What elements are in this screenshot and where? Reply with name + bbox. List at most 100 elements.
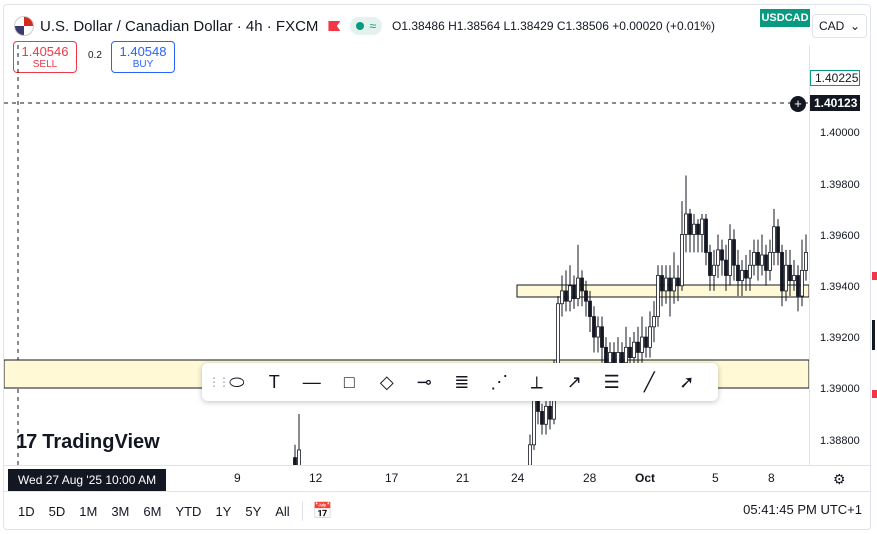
- add-plus-icon[interactable]: +: [790, 96, 806, 112]
- candle-body: [800, 269, 804, 297]
- sell-label: SELL: [32, 59, 58, 70]
- candle-body: [560, 290, 564, 305]
- crosshair-price-tag: 1.40123: [810, 95, 860, 111]
- market-status-pill[interactable]: ≈: [350, 17, 383, 35]
- candle-body: [772, 226, 776, 253]
- ellipse-icon[interactable]: ⬭: [229, 371, 245, 392]
- range-5d[interactable]: 5D: [48, 503, 66, 519]
- price-scale[interactable]: [809, 45, 870, 465]
- time-tick: 12: [309, 471, 323, 485]
- time-tick: 24: [511, 471, 525, 485]
- text-icon[interactable]: T: [268, 371, 280, 392]
- candle-body: [644, 336, 648, 348]
- candle-body: [736, 264, 740, 282]
- spread-value: 0.2: [88, 50, 102, 61]
- currency-value: CAD: [819, 19, 845, 33]
- candle-body: [780, 252, 784, 292]
- candle-body: [760, 254, 764, 266]
- time-tick: 8: [768, 471, 775, 485]
- price-tick: 1.39600: [820, 230, 860, 242]
- gann-fan-icon[interactable]: ☰: [603, 371, 620, 392]
- candle-body: [708, 252, 712, 276]
- candle-body: [720, 249, 724, 261]
- candle-body: [628, 346, 632, 358]
- buy-price: 1.40548: [119, 44, 167, 59]
- drawing-toolbar: ⋮⋮ ⬭ T — □ ◇ ⊸ ≣ ⋰ ⟂ ↗ ☰ ╱ ➚: [202, 363, 718, 401]
- candle-body: [540, 411, 544, 425]
- tradingview-mark-icon: 17: [16, 431, 37, 453]
- range-ytd[interactable]: YTD: [175, 503, 202, 519]
- trend-line-icon[interactable]: ╱: [643, 371, 655, 392]
- candle-body: [640, 336, 644, 353]
- range-5y[interactable]: 5Y: [245, 503, 262, 519]
- symbol-tag: USDCAD: [760, 9, 810, 27]
- buy-button[interactable]: 1.40548 BUY: [111, 41, 175, 73]
- horizontal-line-icon[interactable]: ⊸: [416, 371, 432, 392]
- market-open-dot-icon: [356, 22, 365, 30]
- logo-text: TradingView: [42, 431, 160, 453]
- range-6m[interactable]: 6M: [143, 503, 162, 519]
- market-flag-icon: [328, 21, 341, 31]
- range-3m[interactable]: 3M: [111, 503, 130, 519]
- time-tick: 5: [712, 471, 719, 485]
- range-1d[interactable]: 1D: [18, 503, 35, 519]
- candle-body: [732, 239, 736, 266]
- candle-body: [600, 326, 604, 348]
- candle-body: [768, 252, 772, 271]
- candle-body: [756, 252, 760, 266]
- time-tick: 28: [583, 471, 597, 485]
- price-range-icon[interactable]: ⟂: [530, 371, 543, 392]
- symbol-title[interactable]: U.S. Dollar / Canadian Dollar · 4h · FXC…: [40, 17, 319, 35]
- candles: [293, 175, 808, 465]
- chart-window: U.S. Dollar / Canadian Dollar · 4h · FXC…: [3, 4, 871, 530]
- candle-body: [564, 290, 568, 302]
- currency-flag-icon: [14, 16, 34, 36]
- parallel-channel-icon[interactable]: ⋰: [490, 371, 509, 392]
- ohlc-values: O1.38486 H1.38564 L1.38429 C1.38506 +0.0…: [392, 19, 715, 33]
- candle-body: [676, 277, 680, 287]
- candle-body: [792, 275, 796, 282]
- range-all[interactable]: All: [275, 503, 290, 519]
- candle-body: [556, 303, 560, 369]
- candle-body: [748, 264, 752, 279]
- time-tick: 17: [385, 471, 399, 485]
- currency-select[interactable]: CAD ⌄: [812, 14, 867, 38]
- range-1y[interactable]: 1Y: [215, 503, 232, 519]
- candle-body: [684, 213, 688, 235]
- sell-button[interactable]: 1.40546 SELL: [13, 41, 77, 73]
- candle-body: [620, 352, 624, 364]
- price-tag-high: 1.40225: [810, 70, 860, 86]
- candle-body: [788, 264, 792, 282]
- candle-body: [668, 277, 672, 292]
- bottom-toolbar: 1D 5D 1M 3M 6M YTD 1Y 5Y All 📅 05:41:45 …: [4, 491, 870, 529]
- calendar-icon[interactable]: 📅: [312, 503, 333, 520]
- candle-body: [776, 226, 780, 253]
- candle-body: [532, 398, 536, 446]
- horizontal-ray-icon[interactable]: —: [302, 371, 321, 392]
- buy-label: BUY: [132, 59, 154, 70]
- range-1m[interactable]: 1M: [79, 503, 98, 519]
- clock[interactable]: 05:41:45 PM UTC+1: [743, 502, 862, 517]
- candle-body: [528, 444, 532, 465]
- candle-body: [672, 277, 676, 292]
- candle-body: [660, 275, 664, 292]
- candle-body: [636, 341, 640, 353]
- candle-body: [568, 285, 572, 302]
- candle-body: [724, 259, 728, 276]
- price-tick: 1.38800: [820, 435, 860, 447]
- arrow-icon[interactable]: ➚: [679, 371, 695, 392]
- candle-body: [592, 316, 596, 338]
- drag-handle-icon[interactable]: ⋮⋮: [208, 375, 230, 389]
- candle-body: [652, 316, 656, 328]
- candle-body: [704, 218, 708, 253]
- candle-body: [700, 218, 704, 235]
- rectangle-icon[interactable]: □: [343, 371, 355, 392]
- time-axis[interactable]: [4, 465, 870, 490]
- settings-icon[interactable]: ⚙: [833, 471, 846, 487]
- fib-retracement-icon[interactable]: ≣: [454, 371, 470, 392]
- approx-icon: ≈: [369, 19, 377, 33]
- side-marker: [872, 272, 877, 280]
- rotated-rectangle-icon[interactable]: ◇: [379, 371, 394, 392]
- path-icon[interactable]: ↗: [566, 371, 582, 392]
- candle-body: [692, 223, 696, 235]
